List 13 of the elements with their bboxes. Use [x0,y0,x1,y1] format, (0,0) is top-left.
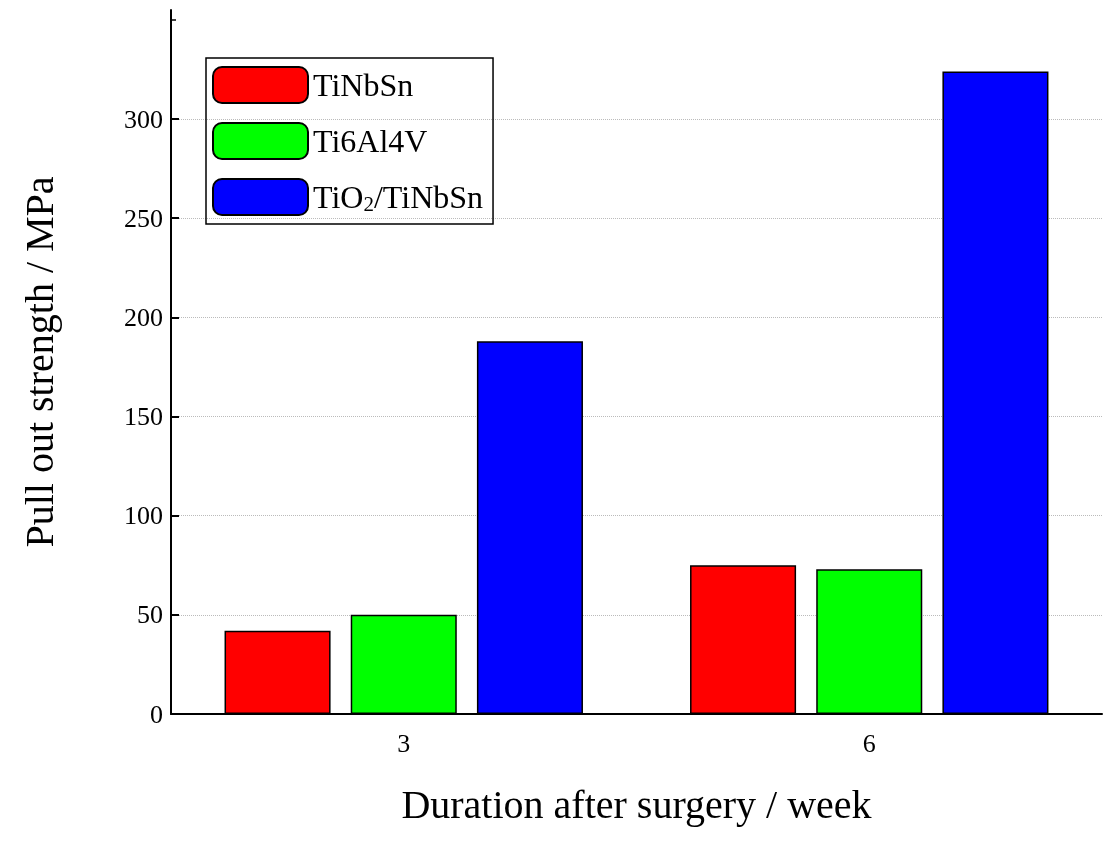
y-tick-label: 150 [124,402,163,432]
y-tick-label: 300 [124,104,163,134]
y-axis-title: Pull out strength / MPa [16,176,62,548]
x-tick-label: 3 [397,728,411,758]
y-tick-label: 50 [137,600,163,630]
legend-label: TiNbSn [313,67,414,103]
x-axis-title: Duration after surgery / week [401,781,872,827]
y-tick-label: 100 [124,501,163,531]
y-tick-label: 200 [124,302,163,332]
y-tick-label: 0 [150,699,163,729]
x-tick-label: 6 [862,728,876,758]
legend-label: Ti6Al4V [313,123,428,159]
y-tick-label: 250 [124,203,163,233]
